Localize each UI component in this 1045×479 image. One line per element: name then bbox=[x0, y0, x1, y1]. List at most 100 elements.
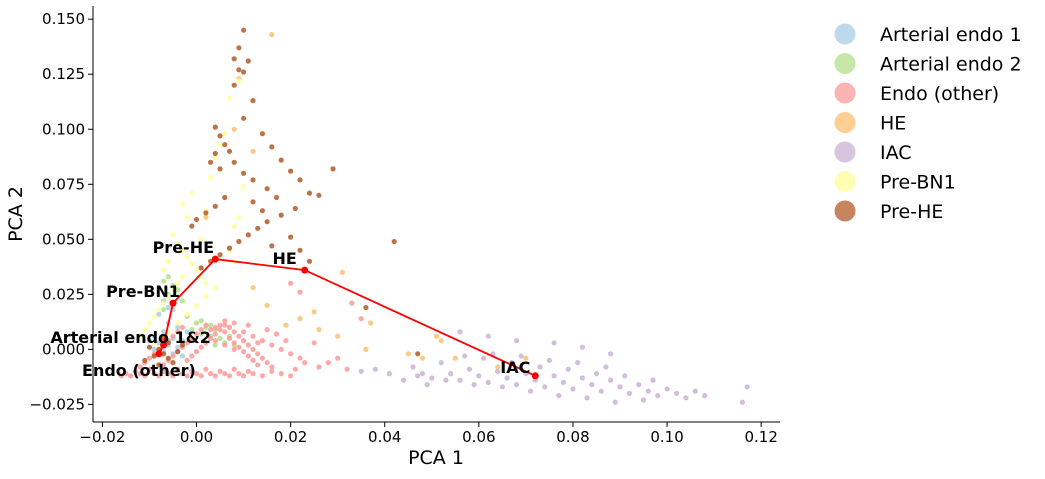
scatter-point bbox=[189, 223, 195, 229]
scatter-point bbox=[358, 316, 364, 322]
scatter-point bbox=[222, 371, 228, 377]
trajectory-label: Endo (other) bbox=[82, 361, 196, 380]
scatter-point bbox=[273, 194, 280, 201]
scatter-point bbox=[170, 287, 176, 293]
scatter-point bbox=[217, 322, 223, 328]
scatter-point bbox=[151, 333, 157, 339]
scatter-point bbox=[241, 115, 247, 121]
scatter-point bbox=[584, 395, 590, 401]
scatter-point bbox=[212, 150, 218, 157]
scatter-point bbox=[495, 364, 501, 370]
scatter-point bbox=[236, 371, 242, 377]
scatter-point bbox=[151, 313, 157, 319]
y-tick-label: 0.075 bbox=[42, 175, 85, 193]
scatter-point bbox=[212, 331, 218, 337]
scatter-point bbox=[179, 353, 185, 359]
scatter-point bbox=[175, 320, 181, 326]
legend: Arterial endo 1 Arterial endo 2 Endo (othe… bbox=[834, 23, 1022, 223]
scatter-point bbox=[212, 203, 218, 209]
scatter-point bbox=[175, 366, 181, 372]
y-tick-label: 0.100 bbox=[42, 120, 85, 138]
trajectory-node bbox=[211, 255, 219, 263]
scatter-point bbox=[142, 357, 148, 363]
scatter-point bbox=[184, 329, 190, 335]
scatter-point bbox=[175, 324, 181, 330]
scatter-point bbox=[151, 353, 157, 359]
scatter-point bbox=[269, 342, 275, 348]
scatter-point bbox=[241, 373, 247, 379]
scatter-point bbox=[193, 216, 200, 223]
scatter-point bbox=[184, 340, 190, 346]
scatter-point bbox=[175, 344, 181, 350]
scatter-point bbox=[175, 241, 181, 247]
scatter-point bbox=[264, 302, 270, 308]
scatter-point bbox=[617, 384, 623, 390]
scatter-point bbox=[650, 377, 656, 383]
scatter-point bbox=[231, 126, 237, 132]
scatter-point bbox=[146, 320, 153, 326]
scatter-point bbox=[302, 360, 308, 366]
scatter-point bbox=[226, 95, 233, 101]
scatter-point bbox=[311, 340, 317, 346]
scatter-point bbox=[175, 280, 181, 286]
scatter-point bbox=[198, 331, 204, 337]
scatter-point bbox=[175, 349, 181, 355]
scatter-point bbox=[297, 289, 303, 295]
scatter-point bbox=[278, 157, 284, 163]
x-tick-label: 0.12 bbox=[744, 428, 777, 446]
trajectory-node bbox=[160, 341, 168, 349]
scatter-point bbox=[212, 338, 218, 344]
scatter-point bbox=[457, 329, 463, 335]
scatter-point bbox=[448, 371, 454, 377]
scatter-point bbox=[161, 368, 167, 374]
scatter-point bbox=[212, 324, 218, 330]
scatter-point bbox=[415, 373, 421, 379]
scatter-point bbox=[269, 364, 275, 370]
scatter-point bbox=[184, 373, 190, 379]
scatter-point bbox=[161, 329, 167, 335]
scatter-point bbox=[161, 267, 167, 273]
scatter-point bbox=[236, 45, 242, 51]
scatter-point bbox=[325, 360, 331, 366]
legend-marker bbox=[834, 23, 856, 45]
scatter-point bbox=[297, 247, 303, 253]
scatter-point bbox=[481, 355, 487, 361]
scatter-point bbox=[415, 351, 421, 357]
scatter-point bbox=[269, 144, 275, 150]
scatter-point bbox=[626, 390, 633, 396]
scatter-point bbox=[245, 368, 251, 374]
scatter-point bbox=[198, 318, 204, 324]
scatter-point bbox=[438, 338, 444, 344]
scatter-point bbox=[222, 142, 228, 148]
scatter-point bbox=[165, 371, 171, 377]
scatter-point bbox=[208, 159, 214, 165]
x-tick-label: 0.06 bbox=[462, 428, 495, 446]
scatter-point bbox=[170, 360, 176, 366]
trajectory-line bbox=[158, 258, 536, 377]
scatter-point bbox=[363, 346, 369, 352]
trajectory-layer: Endo (other) Arterial endo 1&2 Pre-BN1 Pre-… bbox=[50, 238, 539, 380]
scatter-point bbox=[217, 142, 223, 148]
scatter-point bbox=[471, 382, 477, 388]
scatter-point bbox=[499, 384, 505, 390]
scatter-point bbox=[212, 124, 218, 130]
scatter-point bbox=[156, 340, 162, 346]
legend-label: Pre-HE bbox=[880, 201, 943, 223]
scatter-point bbox=[433, 333, 440, 339]
x-tick-label: 0.00 bbox=[180, 428, 213, 446]
scatter-point bbox=[226, 373, 233, 379]
scatter-point bbox=[193, 349, 200, 355]
scatter-point bbox=[231, 320, 237, 326]
scatter-point bbox=[241, 183, 247, 190]
scatter-point bbox=[273, 331, 280, 337]
scatter-point bbox=[457, 377, 463, 383]
scatter-point bbox=[226, 245, 233, 251]
scatter-point bbox=[226, 324, 233, 330]
scatter-point bbox=[161, 351, 167, 357]
scatter-point bbox=[518, 353, 524, 359]
trajectory-label: Pre-BN1 bbox=[106, 282, 180, 301]
scatter-point bbox=[640, 397, 647, 403]
scatter-point bbox=[217, 252, 223, 258]
scatter-point bbox=[608, 351, 614, 357]
scatter-point bbox=[245, 322, 251, 328]
